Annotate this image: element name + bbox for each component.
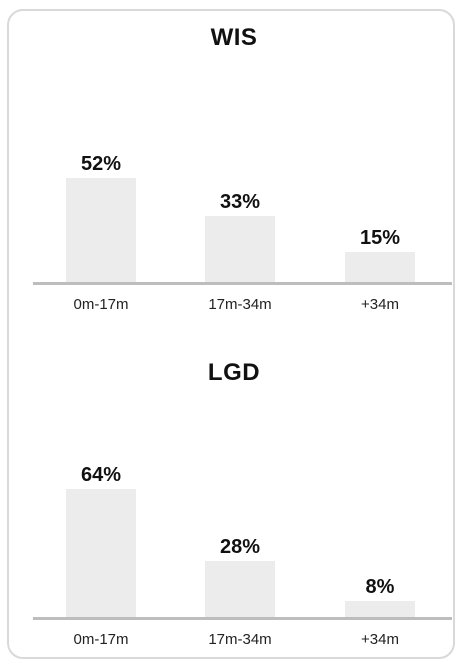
chart-lgd: LGD 64% 0m-17m 28% 17m-34m 8% +34m [0, 335, 468, 645]
bar-value-label: 8% [366, 576, 395, 598]
chart-title: WIS [210, 24, 258, 51]
x-tick-label: 0m-17m [73, 631, 128, 645]
x-tick-label: +34m [361, 296, 399, 313]
bar [66, 489, 136, 617]
bar [205, 561, 275, 617]
bar-value-label: 15% [360, 227, 400, 249]
x-tick-label: 0m-17m [73, 296, 128, 313]
bar-value-label: 64% [81, 464, 121, 486]
x-tick-label: 17m-34m [208, 631, 271, 645]
bar-value-label: 52% [81, 153, 121, 175]
bar-value-label: 28% [220, 536, 260, 558]
x-tick-label: 17m-34m [208, 296, 271, 313]
chart-wis: WIS 52% 0m-17m 33% 17m-34m 15% +34m [0, 0, 468, 313]
bar [205, 216, 275, 282]
chart-title: LGD [207, 359, 261, 386]
x-tick-label: +34m [361, 631, 399, 645]
plot-area: 52% 0m-17m 33% 17m-34m 15% +34m [33, 153, 452, 313]
bar [345, 601, 415, 617]
bar-value-label: 33% [220, 191, 260, 213]
plot-area: 64% 0m-17m 28% 17m-34m 8% +34m [33, 464, 452, 645]
bar [66, 178, 136, 282]
bar [345, 252, 415, 282]
